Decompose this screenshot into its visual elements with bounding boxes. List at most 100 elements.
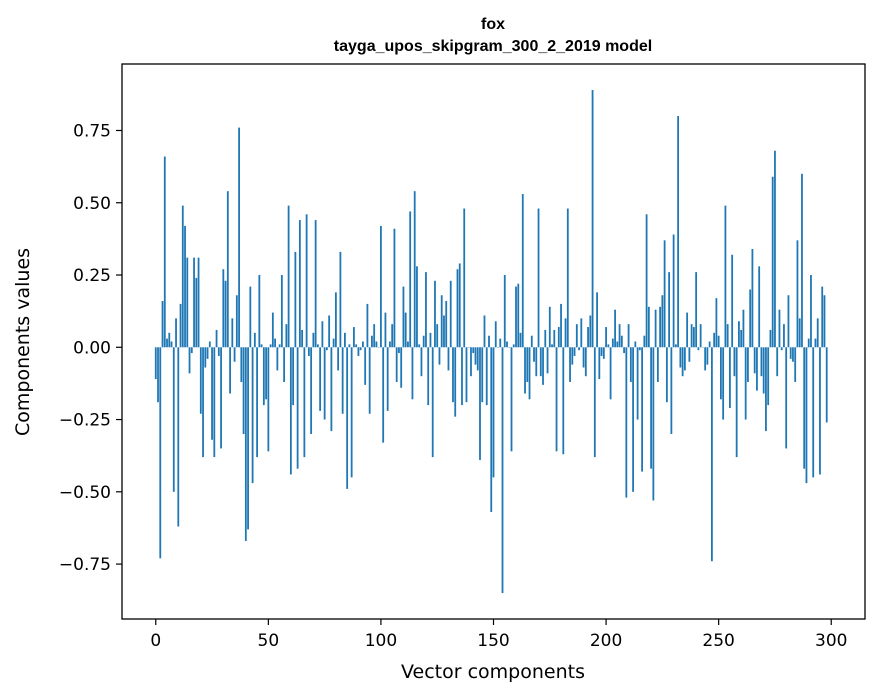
bar-74 xyxy=(321,321,324,348)
bar-171 xyxy=(539,347,542,377)
bar-232 xyxy=(677,116,680,348)
bar-88 xyxy=(353,327,355,348)
bar-73 xyxy=(319,347,322,411)
bar-118 xyxy=(420,347,423,377)
bar-177 xyxy=(553,329,556,348)
bar-65 xyxy=(301,329,304,348)
y-tick-label: −0.50 xyxy=(59,483,111,503)
bar-67 xyxy=(305,214,308,348)
bar-249 xyxy=(715,298,718,348)
bar-46 xyxy=(258,275,261,348)
bar-144 xyxy=(479,347,481,461)
bar-163 xyxy=(521,194,524,348)
bar-202 xyxy=(609,347,612,400)
bar-39 xyxy=(242,347,245,434)
bar-289 xyxy=(805,347,808,484)
bar-282 xyxy=(789,347,792,359)
bar-179 xyxy=(557,327,560,348)
bar-286 xyxy=(798,318,801,348)
y-tick-label: 0.25 xyxy=(73,266,111,286)
bar-81 xyxy=(337,347,340,371)
bar-154 xyxy=(501,347,504,593)
bar-142 xyxy=(474,347,477,365)
bar-141 xyxy=(472,347,475,354)
bar-31 xyxy=(224,280,227,348)
bar-8 xyxy=(172,347,175,492)
bar-283 xyxy=(792,347,794,362)
bar-125 xyxy=(436,324,439,348)
bar-108 xyxy=(398,347,400,354)
bar-79 xyxy=(332,338,335,348)
bar-203 xyxy=(611,338,614,348)
bar-161 xyxy=(517,283,520,348)
bar-184 xyxy=(569,347,571,382)
bar-11 xyxy=(179,303,182,348)
bar-244 xyxy=(704,347,707,371)
bar-42 xyxy=(249,286,252,348)
bar-98 xyxy=(375,341,378,348)
bar-236 xyxy=(686,312,689,348)
bar-32 xyxy=(226,191,229,348)
bar-265 xyxy=(751,249,754,348)
bar-55 xyxy=(278,344,281,348)
bar-235 xyxy=(683,347,686,371)
x-tick-label: 250 xyxy=(702,631,734,651)
bar-242 xyxy=(699,324,702,348)
bar-208 xyxy=(623,347,625,354)
bar-151 xyxy=(494,321,497,348)
bar-292 xyxy=(812,347,815,478)
bar-1 xyxy=(157,347,159,403)
bar-21 xyxy=(202,347,204,458)
bar-167 xyxy=(530,335,533,348)
bar-156 xyxy=(506,341,508,348)
chart-title: fox xyxy=(481,16,505,33)
bar-168 xyxy=(533,347,535,362)
bar-136 xyxy=(461,347,463,406)
bar-280 xyxy=(785,347,788,449)
bar-169 xyxy=(535,347,538,377)
bar-155 xyxy=(503,275,506,348)
bar-206 xyxy=(618,324,621,348)
bar-2 xyxy=(159,347,162,559)
bar-120 xyxy=(425,272,427,348)
bar-134 xyxy=(456,269,459,348)
bar-86 xyxy=(348,344,351,348)
bar-221 xyxy=(652,347,655,501)
bar-95 xyxy=(368,347,371,414)
bar-186 xyxy=(573,347,576,356)
bar-294 xyxy=(816,318,819,348)
bar-201 xyxy=(607,344,610,348)
bar-228 xyxy=(668,272,671,348)
bar-222 xyxy=(654,309,657,348)
bar-162 xyxy=(519,332,522,348)
bar-18 xyxy=(195,277,198,348)
x-tick-label: 100 xyxy=(365,631,397,651)
bar-187 xyxy=(575,324,578,348)
bar-103 xyxy=(386,347,389,411)
bar-164 xyxy=(524,347,526,394)
bar-94 xyxy=(366,303,369,348)
bar-159 xyxy=(512,344,515,348)
x-tick-label: 50 xyxy=(258,631,280,651)
y-tick-label: 0.00 xyxy=(73,338,111,358)
bar-101 xyxy=(382,347,385,443)
bar-10 xyxy=(177,347,180,527)
bar-50 xyxy=(267,347,270,452)
bar-199 xyxy=(602,347,605,359)
y-tick-label: 0.50 xyxy=(73,194,111,214)
bar-210 xyxy=(627,324,630,348)
bar-160 xyxy=(515,286,517,348)
bar-248 xyxy=(713,332,716,348)
bar-70 xyxy=(312,332,315,348)
bar-5 xyxy=(166,338,168,348)
bar-185 xyxy=(571,347,574,365)
bar-191 xyxy=(584,347,587,377)
bar-217 xyxy=(643,335,646,348)
bar-133 xyxy=(454,347,457,417)
bar-261 xyxy=(742,309,745,348)
bar-40 xyxy=(244,347,247,541)
bar-112 xyxy=(407,341,409,348)
bar-9 xyxy=(175,318,177,348)
bar-204 xyxy=(614,309,616,348)
bar-273 xyxy=(769,329,772,348)
